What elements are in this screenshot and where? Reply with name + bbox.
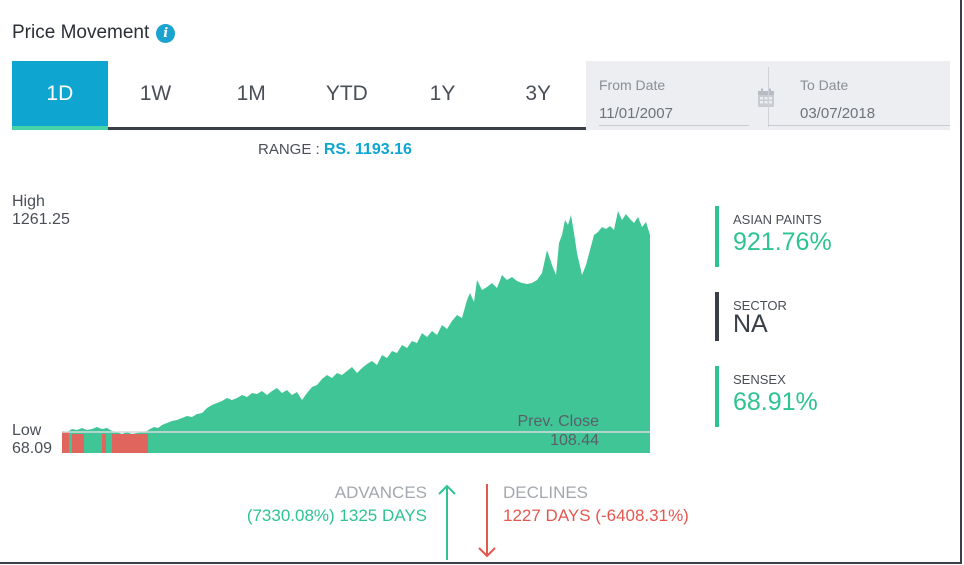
tab-3y[interactable]: 3Y bbox=[525, 82, 552, 105]
price-area-chart bbox=[62, 211, 650, 453]
advances-value: (7330.08%) 1325 DAYS bbox=[246, 506, 427, 525]
stock-return-label: ASIAN PAINTS bbox=[733, 212, 822, 227]
period-tabs: 1D 1W 1M YTD 1Y 3Y bbox=[12, 61, 586, 130]
tab-ytd[interactable]: YTD bbox=[325, 82, 368, 105]
from-date-label: From Date bbox=[599, 77, 666, 93]
tab-1m[interactable]: 1M bbox=[236, 82, 266, 105]
calendar-icon[interactable] bbox=[757, 88, 775, 108]
low-label: Low bbox=[12, 422, 42, 439]
high-marker: High 1261.25 bbox=[12, 193, 70, 229]
sector-return-stat: SECTOR NA bbox=[715, 292, 893, 341]
to-date-label: To Date bbox=[800, 77, 849, 93]
prev-close-label: Prev. Close bbox=[517, 413, 599, 430]
prev-close-marker: Prev. Close 108.44 bbox=[507, 412, 599, 450]
tab-1d[interactable]: 1D bbox=[12, 61, 108, 130]
range-label: RANGE : bbox=[258, 141, 320, 158]
from-date-value[interactable]: 11/01/2007 bbox=[599, 105, 673, 122]
sensex-return-stat: SENSEX 68.91% bbox=[715, 366, 893, 427]
declines-label: DECLINES bbox=[503, 483, 589, 502]
to-date-field[interactable]: To Date 03/07/2018 bbox=[769, 61, 950, 130]
stock-return-value: 921.76% bbox=[733, 228, 832, 256]
declines-value: 1227 DAYS (-6408.31%) bbox=[503, 506, 689, 525]
stock-return-stat: ASIAN PAINTS 921.76% bbox=[715, 206, 893, 267]
high-label: High bbox=[12, 193, 45, 210]
title-text: Price Movement bbox=[12, 22, 150, 43]
sensex-return-label: SENSEX bbox=[733, 372, 786, 387]
info-icon[interactable]: i bbox=[156, 23, 176, 43]
price-range: RANGE : RS. 1193.16 bbox=[258, 141, 412, 159]
range-value: RS. 1193.16 bbox=[323, 141, 412, 158]
prev-close-value: 108.44 bbox=[550, 432, 599, 449]
high-value: 1261.25 bbox=[12, 211, 70, 228]
arrow-down-icon bbox=[478, 484, 496, 558]
tab-1y[interactable]: 1Y bbox=[429, 82, 456, 105]
from-date-underline bbox=[599, 125, 749, 126]
tab-1w[interactable]: 1W bbox=[139, 82, 172, 105]
to-date-value[interactable]: 03/07/2018 bbox=[800, 105, 876, 122]
below-prev-close-segments bbox=[62, 432, 148, 453]
low-value: 68.09 bbox=[12, 440, 53, 457]
advances-label: ADVANCES bbox=[334, 483, 427, 502]
from-date-field[interactable]: From Date 11/01/2007 bbox=[586, 61, 774, 130]
page-title: Price Movement i bbox=[12, 22, 176, 44]
date-separator bbox=[768, 67, 769, 127]
sensex-return-value: 68.91% bbox=[733, 388, 818, 416]
price-area bbox=[62, 211, 650, 453]
arrow-up-icon bbox=[438, 484, 456, 560]
sector-return-value: NA bbox=[733, 310, 768, 338]
sector-return-label: SECTOR bbox=[733, 298, 787, 313]
to-date-underline bbox=[769, 125, 950, 126]
date-range-picker: From Date 11/01/2007 To Date 03/07/2018 bbox=[586, 61, 950, 130]
low-marker: Low 68.09 bbox=[12, 422, 52, 458]
